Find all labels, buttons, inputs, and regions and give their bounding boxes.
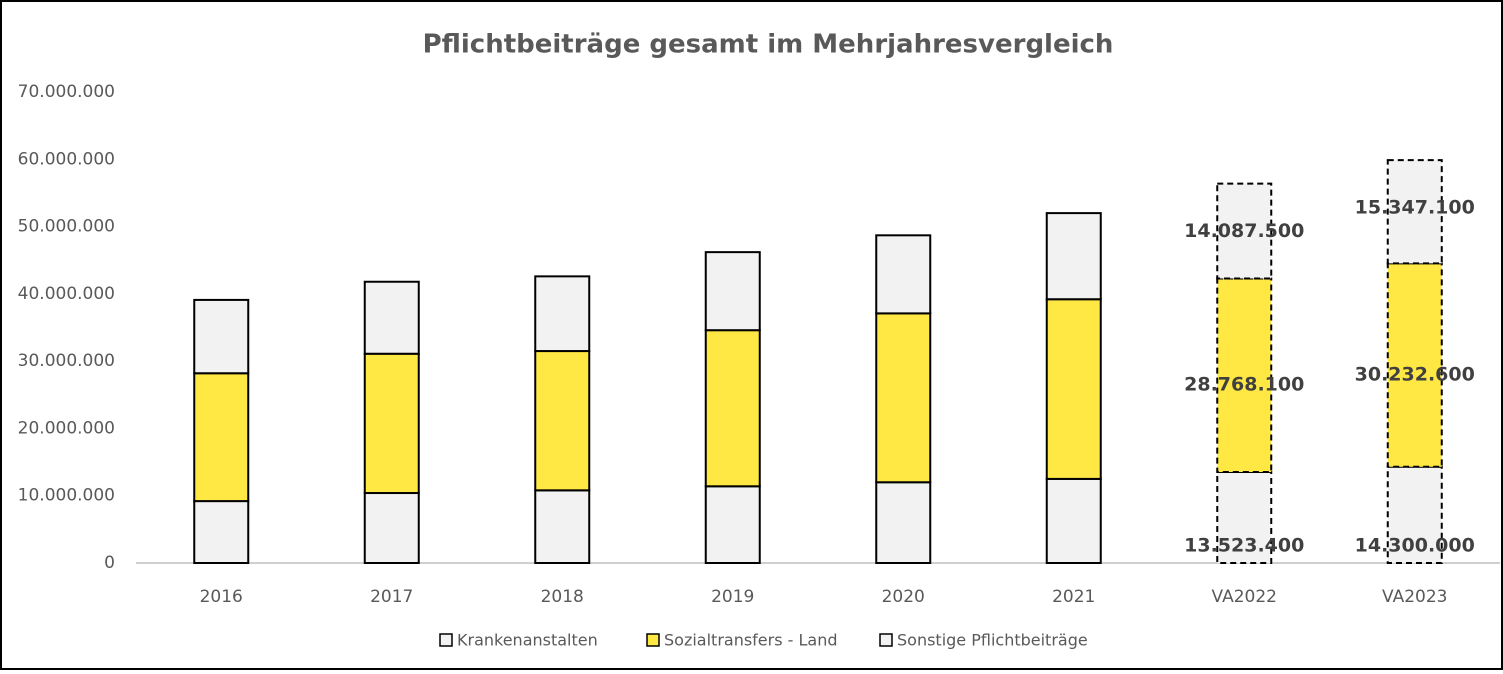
y-tick-label: 70.000.000	[18, 82, 115, 102]
bar-segment	[1216, 182, 1273, 280]
bar-segment	[534, 350, 591, 492]
bar-segment	[1216, 277, 1273, 474]
legend-label: Sozialtransfers - Land	[664, 631, 838, 650]
x-tick-label: 2018	[541, 587, 584, 607]
legend-swatch	[439, 633, 453, 647]
x-tick-label: VA2023	[1382, 587, 1447, 607]
x-tick-label: 2020	[882, 587, 925, 607]
bar-segment	[704, 329, 761, 488]
bar-segment	[704, 251, 761, 332]
y-tick-label: 60.000.000	[18, 149, 115, 169]
data-label: 30.232.600	[1355, 364, 1475, 386]
bar-segment	[534, 489, 591, 564]
bar-segment	[875, 481, 932, 564]
bar-segment	[1386, 262, 1443, 468]
data-label: 14.300.000	[1355, 535, 1475, 557]
bar-segment	[363, 352, 420, 495]
data-label: 14.087.500	[1184, 220, 1304, 242]
legend-swatch	[879, 633, 893, 647]
y-tick-label: 10.000.000	[18, 486, 115, 506]
y-tick-label: 50.000.000	[18, 217, 115, 237]
bar-segment	[704, 485, 761, 564]
bar-segment	[534, 275, 591, 353]
bar-segment	[193, 372, 250, 503]
y-tick-label: 20.000.000	[18, 418, 115, 438]
bar-segment	[1045, 298, 1102, 480]
bar-segment	[1386, 465, 1443, 565]
legend-swatch	[646, 633, 660, 647]
y-tick-label: 0	[104, 553, 115, 573]
legend-label: Krankenanstalten	[457, 631, 598, 650]
data-label: 28.768.100	[1184, 374, 1304, 396]
data-label: 13.523.400	[1184, 535, 1304, 557]
bar-segment	[363, 280, 420, 355]
data-label: 15.347.100	[1355, 197, 1475, 219]
y-tick-label: 40.000.000	[18, 284, 115, 304]
x-tick-label: 2021	[1052, 587, 1095, 607]
chart-title: Pflichtbeiträge gesamt im Mehrjahresverg…	[423, 30, 1114, 60]
bar-segment	[1386, 159, 1443, 265]
bar-segment	[193, 500, 250, 564]
bar-segment	[875, 312, 932, 484]
x-tick-label: 2019	[711, 587, 754, 607]
bar-segment	[1216, 471, 1273, 564]
bar-segment	[193, 298, 250, 375]
bar-segment	[363, 492, 420, 564]
legend-label: Sonstige Pflichtbeiträge	[897, 631, 1088, 650]
bar-segment	[1045, 212, 1102, 301]
x-tick-label: 2017	[370, 587, 413, 607]
bar-segment	[1045, 477, 1102, 564]
x-tick-label: 2016	[200, 587, 243, 607]
x-tick-label: VA2022	[1212, 587, 1277, 607]
y-tick-label: 30.000.000	[18, 351, 115, 371]
bar-segment	[875, 234, 932, 315]
